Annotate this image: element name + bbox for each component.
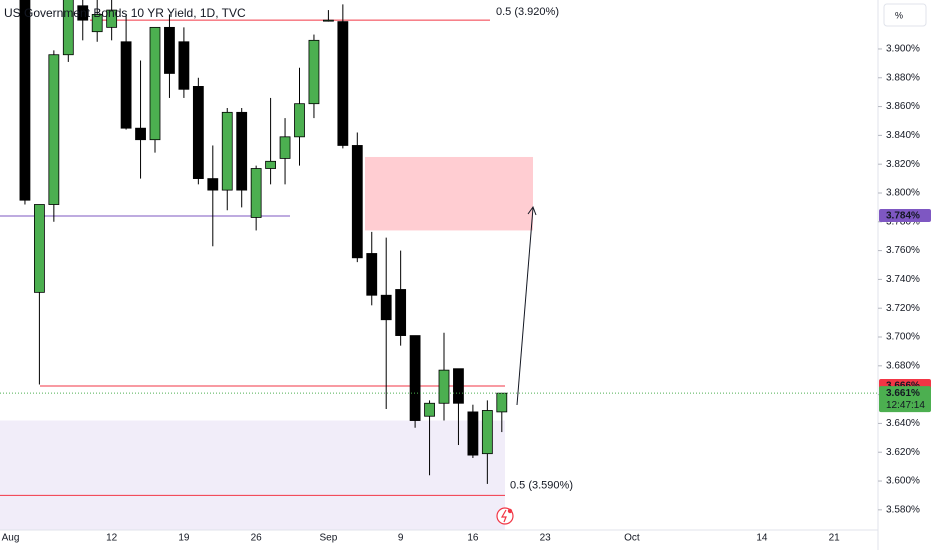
candle-body	[77, 5, 89, 21]
y-tick-label: 3.580%	[886, 504, 920, 515]
y-tick-label: 3.760%	[886, 245, 920, 256]
candle-body	[207, 178, 219, 191]
candle-body	[221, 111, 233, 191]
candle-body	[409, 335, 421, 421]
candle-body	[106, 9, 118, 28]
plot-area	[0, 0, 878, 530]
x-tick-label: 16	[467, 533, 479, 544]
candle-body	[265, 160, 277, 169]
arrow-head	[527, 205, 537, 216]
candle-body	[34, 204, 45, 293]
y-tick-label: 3.620%	[886, 447, 920, 458]
projection-arrow	[516, 207, 534, 406]
candle-body	[48, 54, 60, 205]
y-tick-label: 3.880%	[886, 72, 920, 83]
y-tick-label: 3.600%	[886, 476, 920, 487]
candle-body	[250, 168, 262, 218]
y-tick-label: 3.700%	[886, 332, 920, 343]
event-icon-bolt	[500, 509, 507, 523]
candle-body	[149, 26, 161, 141]
unit-box[interactable]	[883, 3, 927, 27]
x-tick-label: 26	[251, 533, 263, 544]
candle-body	[164, 26, 175, 74]
candle-body	[294, 103, 305, 138]
zone	[0, 420, 505, 530]
candle-body	[178, 41, 190, 90]
x-tick-label: 23	[540, 533, 552, 544]
candle-body	[438, 369, 450, 404]
candle-body	[308, 39, 320, 105]
zone	[365, 156, 533, 231]
candle-body	[366, 253, 378, 296]
price-badge	[879, 209, 931, 223]
y-tick-label: 3.640%	[886, 418, 920, 429]
candle-body	[395, 289, 407, 336]
candle-body	[279, 136, 291, 159]
countdown: 12:47:14	[886, 400, 925, 411]
x-tick-label: 21	[829, 533, 841, 544]
x-tick-label: Aug	[2, 533, 20, 544]
x-tick-label: Sep	[320, 533, 338, 544]
unit-label: %	[895, 10, 903, 20]
candle-body	[424, 402, 435, 417]
level-label: 0.5 (3.590%)	[510, 479, 573, 491]
candle-body	[322, 19, 334, 22]
price-badge	[879, 386, 931, 413]
x-tick-label: Oct	[624, 533, 640, 544]
chart-title: US Government Bonds 10 YR Yield, 1D, TVC	[4, 6, 246, 20]
price-badge-label: 3.784%	[886, 211, 920, 222]
candle-body	[351, 145, 363, 259]
candle-body	[380, 294, 392, 321]
y-tick-label: 3.900%	[886, 44, 920, 55]
candle-body	[236, 111, 248, 191]
candle-body	[19, 0, 31, 201]
candle-body	[135, 127, 146, 141]
price-badge-label: 3.666%	[886, 381, 920, 392]
x-tick-label: 14	[756, 533, 768, 544]
candle-body	[481, 410, 493, 455]
y-tick-label: 3.840%	[886, 130, 920, 141]
level-label: 0.5 (3.920%)	[496, 6, 559, 18]
y-tick-label: 3.720%	[886, 303, 920, 314]
candle-body	[337, 21, 349, 146]
candle-body	[467, 411, 479, 456]
candle-body	[192, 86, 204, 179]
y-tick-label: 3.740%	[886, 274, 920, 285]
x-tick-label: 9	[398, 533, 404, 544]
x-tick-label: 19	[178, 533, 190, 544]
x-tick-label: 12	[106, 533, 118, 544]
price-badge-label: 3.661%	[886, 388, 920, 399]
candle-body	[496, 392, 508, 413]
event-dot	[507, 508, 513, 514]
candle-body	[120, 41, 132, 129]
y-tick-label: 3.860%	[886, 101, 920, 112]
y-tick-label: 3.680%	[886, 360, 920, 371]
candle-body	[91, 14, 103, 33]
y-tick-label: 3.800%	[886, 188, 920, 199]
candle-body	[453, 368, 464, 404]
candle-body	[62, 0, 74, 56]
y-tick-label: 3.820%	[886, 159, 920, 170]
